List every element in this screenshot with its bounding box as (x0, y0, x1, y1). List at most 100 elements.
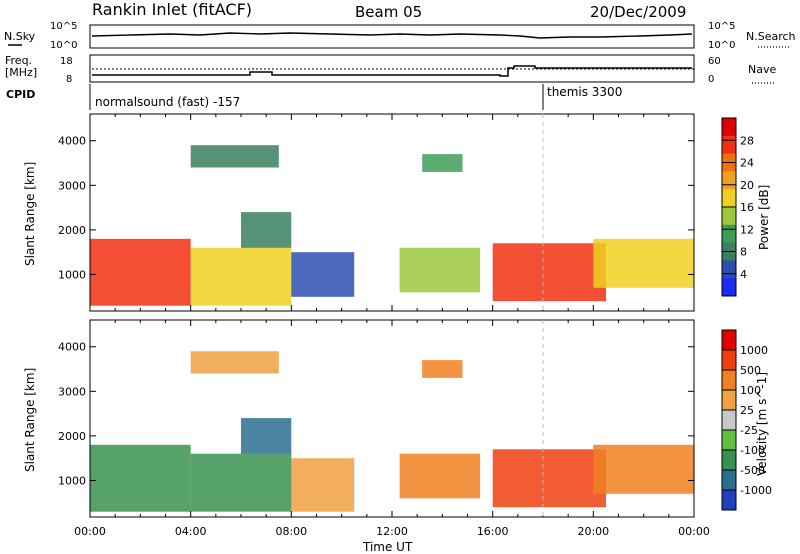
cpid-mode-1: normalsound (fast) -157 (95, 95, 240, 109)
colorbar-tick-label: 20 (740, 179, 754, 192)
noise-right-tick-top: 10^5 (708, 21, 735, 32)
velocity-colorbar-label: Velocity [m s^-1] (755, 372, 769, 476)
power-cells (90, 145, 694, 306)
x-tick-label: 00:00 (678, 525, 710, 538)
echo-region-5 (399, 453, 481, 499)
nave-right-label: Nave (748, 63, 776, 76)
echo-region-0 (90, 444, 191, 512)
x-tick-label: 12:00 (376, 525, 408, 538)
colorbar-swatch (722, 278, 736, 297)
colorbar-swatch (722, 135, 736, 155)
colorbar-frame (721, 329, 737, 511)
colorbar-tick-label: 500 (740, 364, 761, 377)
colorbar-tick-label: 24 (740, 157, 754, 170)
noise-panel: N.Sky 10^5 10^0 10^5 10^0 N.Search (4, 21, 796, 51)
velocity-colorbar: -1000 -500 -100 -25 25 100 500 1000 (721, 329, 772, 511)
colorbar-swatch (722, 224, 736, 244)
freq-left-tick-top: 18 (60, 56, 73, 67)
noise-left-tick-bottom: 10^0 (50, 40, 77, 51)
colorbar-tick-label: -1000 (740, 484, 772, 497)
colorbar-tick-label: -500 (740, 464, 765, 477)
power-colorbar-label: Power [dB] (757, 185, 771, 250)
colorbar-swatch (722, 350, 736, 371)
colorbar-tick-label: -100 (740, 444, 765, 457)
colorbar-tick-label: -25 (740, 424, 758, 437)
echo-region-7 (492, 243, 606, 302)
echo-region-2 (241, 212, 292, 248)
power-panel: 1000 2000 3000 4000 Slant Range [km] 4 8 12 16… (23, 113, 771, 312)
velocity-ylabel: Slant Range [km] (23, 368, 37, 472)
velocity-axes: 1000 2000 3000 4000 00:00 04:00 08:00 12:00 16:0… (58, 320, 710, 538)
colorbar-swatch (722, 118, 736, 137)
y-tick-label: 1000 (58, 268, 86, 281)
time-axis-label: Time UT (362, 540, 413, 554)
y-tick-label: 3000 (58, 385, 86, 398)
y-tick-label: 3000 (58, 179, 86, 192)
colorbar-tick-label: 100 (740, 384, 761, 397)
velocity-panel: 1000 2000 3000 4000 00:00 04:00 08:00 12:00 16:0… (23, 319, 772, 554)
sky-noise-trace (91, 32, 693, 39)
colorbar-swatch (722, 390, 736, 411)
cpid-panel: CPID normalsound (fast) -157 themis 3300 (6, 84, 622, 110)
noise-panel-frame (89, 24, 695, 49)
y-tick-label: 2000 (58, 430, 86, 443)
echo-region-7 (492, 449, 606, 508)
echo-region-4 (190, 351, 279, 374)
colorbar-swatch (722, 260, 736, 279)
cpid-label: CPID (6, 88, 35, 101)
echo-region-6 (422, 360, 463, 378)
colorbar-swatch (722, 330, 736, 351)
echo-region-8 (593, 444, 694, 494)
colorbar-tick-label: 4 (740, 268, 747, 281)
colorbar-swatch (722, 410, 736, 431)
frequency-panel: Freq. [MHz] 18 8 60 0 Nave (5, 54, 776, 85)
echo-region-1 (190, 453, 292, 512)
velocity-cells (90, 351, 694, 512)
x-tick-label: 00:00 (74, 525, 106, 538)
colorbar-swatch (722, 370, 736, 391)
noise-left-tick-top: 10^5 (50, 21, 77, 32)
cpid-mode-2: themis 3300 (547, 85, 622, 99)
power-colorbar: 4 8 12 16 20 24 28 (721, 117, 754, 297)
noise-right-label: N.Search (746, 30, 796, 43)
echo-region-0 (90, 238, 191, 306)
colorbar-swatch (722, 171, 736, 190)
colorbar-swatch (722, 450, 736, 471)
freq-left-label-2: [MHz] (5, 66, 37, 79)
x-tick-label: 16:00 (477, 525, 509, 538)
beam-title: Beam 05 (355, 3, 422, 21)
colorbar-swatch (722, 430, 736, 451)
y-tick-label: 1000 (58, 474, 86, 487)
x-tick-label: 04:00 (175, 525, 207, 538)
echo-region-4 (190, 145, 279, 168)
echo-region-6 (422, 154, 463, 172)
x-tick-label: 08:00 (275, 525, 307, 538)
colorbar-swatch (722, 470, 736, 491)
nave-right-tick-bottom: 0 (708, 74, 714, 85)
date-title: 20/Dec/2009 (590, 3, 686, 21)
frequency-trace (92, 65, 692, 77)
echo-region-1 (190, 247, 292, 306)
echo-region-3 (291, 252, 355, 297)
x-tick-label: 20:00 (577, 525, 609, 538)
colorbar-tick-label: 12 (740, 223, 754, 236)
nave-right-tick-top: 60 (708, 56, 721, 67)
colorbar-swatch (722, 189, 736, 208)
freq-left-label-1: Freq. (5, 54, 32, 67)
colorbar-tick-label: 8 (740, 246, 747, 259)
colorbar-tick-label: 28 (740, 134, 754, 147)
echo-region-2 (241, 418, 292, 454)
y-tick-label: 4000 (58, 135, 86, 148)
power-ylabel: Slant Range [km] (23, 162, 37, 266)
colorbar-swatch (722, 490, 736, 511)
echo-region-8 (593, 238, 694, 288)
noise-left-label: N.Sky (4, 30, 36, 43)
freq-left-tick-bottom: 8 (66, 74, 72, 85)
colorbar-tick-label: 1000 (740, 344, 768, 357)
y-tick-label: 4000 (58, 341, 86, 354)
colorbar-tick-label: 16 (740, 201, 754, 214)
station-title: Rankin Inlet (fitACF) (92, 0, 252, 19)
echo-region-5 (399, 247, 481, 293)
power-axes: 1000 2000 3000 4000 (58, 114, 695, 311)
